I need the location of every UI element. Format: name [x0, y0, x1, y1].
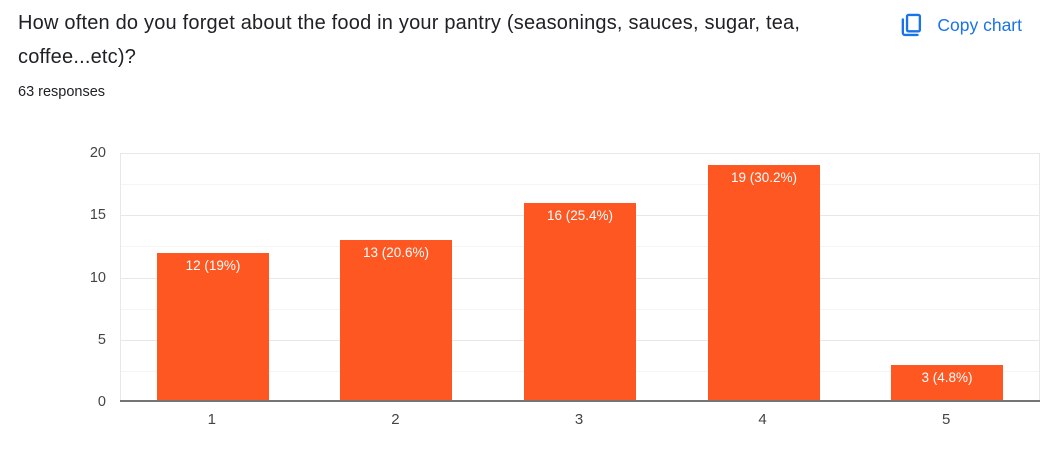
major-gridline	[121, 153, 1039, 154]
bar-category-5[interactable]: 3 (4.8%)	[891, 365, 1003, 402]
minor-gridline	[121, 184, 1039, 186]
y-tick-label: 15	[89, 207, 106, 224]
bar-value-label: 12 (19%)	[185, 258, 241, 273]
bar-value-label: 16 (25.4%)	[546, 208, 614, 223]
x-tick-label: 3	[574, 411, 584, 428]
copy-chart-button[interactable]: Copy chart	[897, 7, 1022, 43]
question-title: How often do you forget about the food i…	[18, 12, 801, 68]
bar-category-1[interactable]: 12 (19%)	[157, 253, 269, 402]
bar-category-2[interactable]: 13 (20.6%)	[340, 240, 452, 402]
y-tick-label: 20	[89, 145, 106, 161]
bar-value-label: 13 (20.6%)	[362, 245, 430, 260]
copy-chart-label: Copy chart	[937, 14, 1022, 35]
bar-category-3[interactable]: 16 (25.4%)	[524, 203, 636, 402]
x-axis-baseline	[120, 400, 1040, 402]
x-tick-label: 2	[391, 411, 400, 428]
x-tick-label: 5	[942, 411, 951, 428]
y-axis: 0 5 10 15 20	[0, 145, 106, 410]
y-tick-label: 10	[89, 269, 106, 286]
x-axis: 1 2 3 4 5	[120, 411, 1038, 435]
x-tick-label: 4	[758, 411, 767, 428]
copy-icon	[897, 11, 925, 39]
plot-area: 12 (19%) 13 (20.6%) 16 (25.4%) 19 (30.2%) 3 …	[120, 153, 1040, 402]
bar-value-label: 3 (4.8%)	[921, 370, 973, 385]
bar-value-label: 19 (30.2%)	[730, 170, 798, 185]
x-tick-label: 1	[207, 411, 216, 428]
bar-category-4[interactable]: 19 (30.2%)	[708, 165, 820, 402]
responses-count: 63 responses	[18, 84, 106, 100]
y-tick-label: 5	[97, 331, 106, 348]
y-tick-label: 0	[97, 394, 106, 410]
